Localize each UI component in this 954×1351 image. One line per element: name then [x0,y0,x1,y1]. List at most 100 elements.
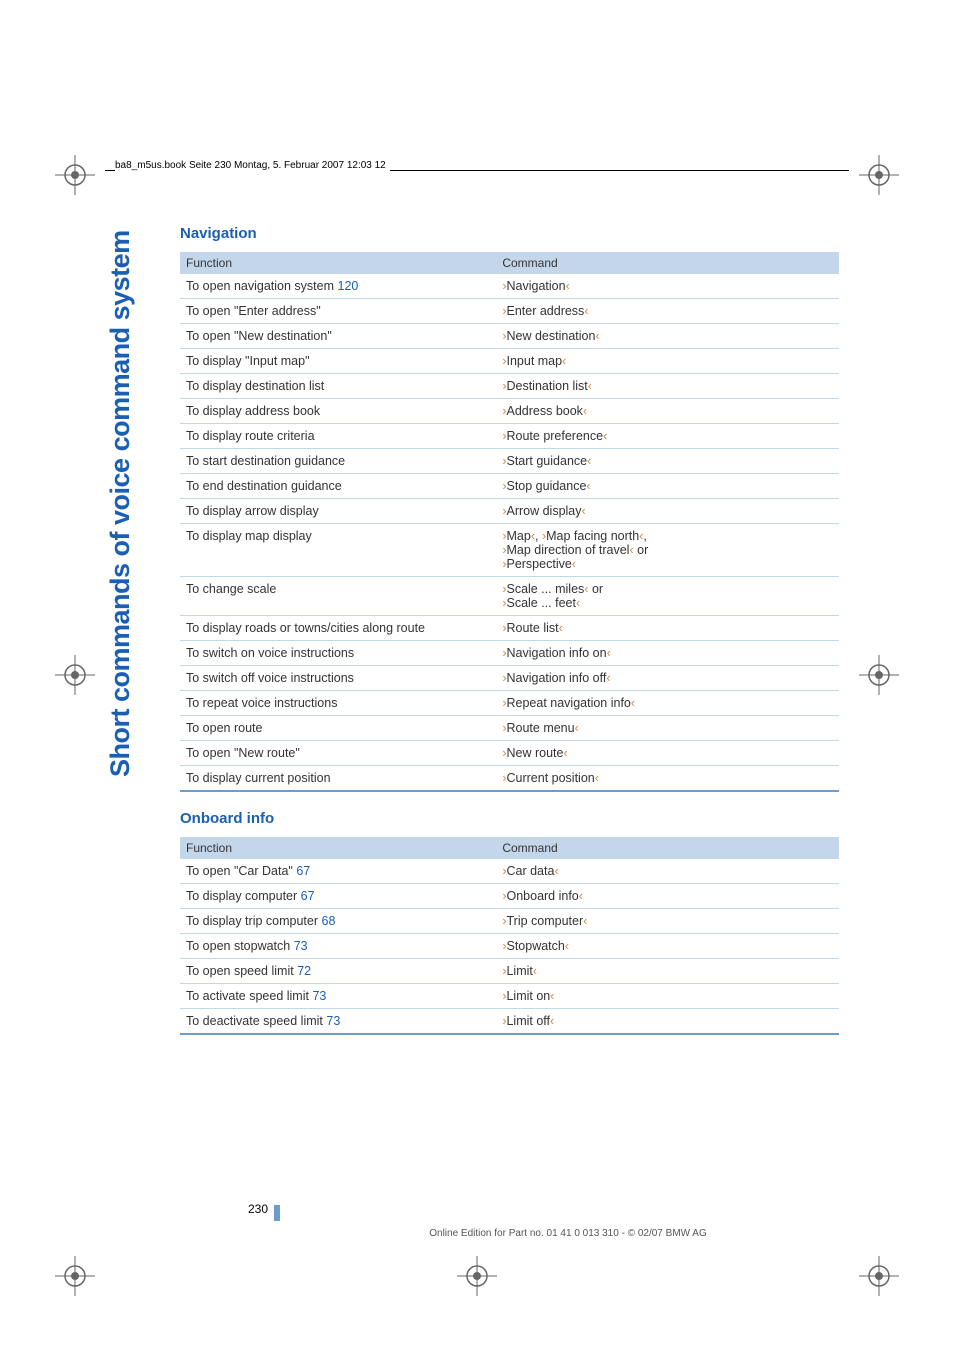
command-cell: ›Stop guidance‹ [496,474,839,499]
table-row: To activate speed limit 73›Limit on‹ [180,984,839,1009]
command-cell: ›Route menu‹ [496,716,839,741]
command-cell: ›Route list‹ [496,616,839,641]
voice-command: Repeat navigation info [506,696,630,710]
voice-command: Map facing north [546,529,639,543]
footer-accent [274,1205,280,1221]
command-cell: ›Enter address‹ [496,299,839,324]
page-ref-link[interactable]: 67 [296,864,310,878]
chapter-side-title: Short commands of voice command system [105,230,140,1151]
command-cell: ›Stopwatch‹ [496,934,839,959]
page-ref-link[interactable]: 68 [322,914,336,928]
close-bracket-icon: ‹ [554,864,558,878]
voice-command: Current position [506,771,594,785]
table-row: To display computer 67›Onboard info‹ [180,884,839,909]
table-row: To open "Car Data" 67›Car data‹ [180,859,839,884]
function-cell: To display arrow display [180,499,496,524]
close-bracket-icon: ‹ [595,771,599,785]
table-row: To display route criteria›Route preferen… [180,424,839,449]
function-cell: To open "Enter address" [180,299,496,324]
table-row: To open route›Route menu‹ [180,716,839,741]
function-cell: To display trip computer 68 [180,909,496,934]
function-cell: To switch off voice instructions [180,666,496,691]
voice-command: New destination [506,329,595,343]
page-ref-link[interactable]: 67 [301,889,315,903]
page-ref-link[interactable]: 72 [297,964,311,978]
onboard-table: Function Command To open "Car Data" 67›C… [180,837,839,1035]
function-cell: To display address book [180,399,496,424]
function-cell: To repeat voice instructions [180,691,496,716]
close-bracket-icon: ‹ [584,582,588,596]
close-bracket-icon: ‹ [607,646,611,660]
page-ref-link[interactable]: 73 [326,1014,340,1028]
close-bracket-icon: ‹ [559,621,563,635]
table-row: To display roads or towns/cities along r… [180,616,839,641]
voice-command: Limit [506,964,532,978]
section-title-navigation: Navigation [180,225,839,242]
function-cell: To switch on voice instructions [180,641,496,666]
command-cell: ›Limit‹ [496,959,839,984]
function-cell: To change scale [180,577,496,616]
page-ref-link[interactable]: 73 [294,939,308,953]
table-row: To end destination guidance›Stop guidanc… [180,474,839,499]
voice-command: Address book [506,404,582,418]
function-cell: To deactivate speed limit 73 [180,1009,496,1035]
footer-copyright: Online Edition for Part no. 01 41 0 013 … [287,1228,849,1239]
command-cell: ›Destination list‹ [496,374,839,399]
command-cell: ›Navigation info off‹ [496,666,839,691]
close-bracket-icon: ‹ [575,721,579,735]
voice-command: Enter address [506,304,584,318]
table-row: To open stopwatch 73›Stopwatch‹ [180,934,839,959]
close-bracket-icon: ‹ [586,479,590,493]
command-cell: ›Arrow display‹ [496,499,839,524]
function-cell: To start destination guidance [180,449,496,474]
voice-command: Navigation info on [506,646,606,660]
close-bracket-icon: ‹ [550,989,554,1003]
close-bracket-icon: ‹ [562,354,566,368]
function-cell: To end destination guidance [180,474,496,499]
close-bracket-icon: ‹ [583,914,587,928]
command-cell: ›Limit off‹ [496,1009,839,1035]
function-cell: To activate speed limit 73 [180,984,496,1009]
command-cell: ›Input map‹ [496,349,839,374]
command-cell: ›Navigation‹ [496,274,839,299]
close-bracket-icon: ‹ [583,404,587,418]
onboard-rows: To open "Car Data" 67›Car data‹To displa… [180,859,839,1034]
navigation-rows: To open navigation system 120›Navigation… [180,274,839,791]
close-bracket-icon: ‹ [550,1014,554,1028]
voice-command: Perspective [506,557,571,571]
function-cell: To open "New route" [180,741,496,766]
table-row: To repeat voice instructions›Repeat navi… [180,691,839,716]
voice-command: Scale ... feet [506,596,575,610]
table-row: To switch on voice instructions›Navigati… [180,641,839,666]
function-cell: To display computer 67 [180,884,496,909]
voice-command: Route menu [506,721,574,735]
function-cell: To display destination list [180,374,496,399]
close-bracket-icon: ‹ [563,746,567,760]
table-row: To open navigation system 120›Navigation… [180,274,839,299]
close-bracket-icon: ‹ [565,939,569,953]
close-bracket-icon: ‹ [582,504,586,518]
page-ref-link[interactable]: 73 [312,989,326,1003]
table-row: To display "Input map"›Input map‹ [180,349,839,374]
navigation-table: Function Command To open navigation syst… [180,252,839,792]
col-command: Command [496,252,839,274]
function-cell: To display current position [180,766,496,792]
table-row: To display trip computer 68›Trip compute… [180,909,839,934]
close-bracket-icon: ‹ [588,379,592,393]
close-bracket-icon: ‹ [606,671,610,685]
table-row: To display address book›Address book‹ [180,399,839,424]
function-cell: To display map display [180,524,496,577]
command-cell: ›Start guidance‹ [496,449,839,474]
registration-mark-icon [859,155,899,195]
close-bracket-icon: ‹ [639,529,643,543]
command-cell: ›Limit on‹ [496,984,839,1009]
voice-command: Destination list [506,379,587,393]
table-row: To switch off voice instructions›Navigat… [180,666,839,691]
table-row: To deactivate speed limit 73›Limit off‹ [180,1009,839,1035]
table-row: To display current position›Current posi… [180,766,839,792]
page-ref-link[interactable]: 120 [338,279,359,293]
voice-command: Input map [506,354,562,368]
command-cell: ›New route‹ [496,741,839,766]
table-row: To open "New route"›New route‹ [180,741,839,766]
command-cell: ›Current position‹ [496,766,839,792]
